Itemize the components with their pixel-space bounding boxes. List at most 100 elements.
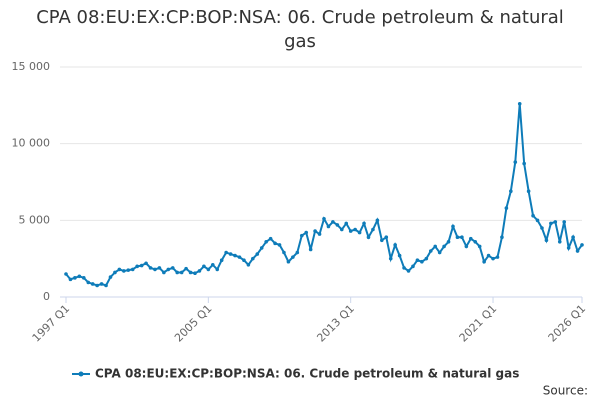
data-point <box>242 258 246 263</box>
data-point <box>215 267 220 272</box>
data-point <box>402 266 406 270</box>
data-point <box>446 240 451 244</box>
data-point <box>130 267 135 272</box>
data-point <box>535 218 540 223</box>
data-point <box>188 270 193 275</box>
data-point <box>295 250 300 255</box>
data-point <box>264 240 268 244</box>
data-point <box>482 259 486 264</box>
data-point <box>108 275 113 279</box>
legend-label: CPA 08:EU:EX:CP:BOP:NSA: 06. Crude petro… <box>95 367 519 381</box>
data-point <box>531 213 535 218</box>
y-tick-label: 0 <box>43 290 50 303</box>
data-point <box>166 267 171 272</box>
data-point <box>433 244 438 249</box>
data-point <box>557 240 562 244</box>
data-point <box>206 267 211 272</box>
data-point <box>575 249 580 253</box>
data-point <box>455 235 460 239</box>
data-point <box>473 240 478 244</box>
x-tick-label: 2026 Q1 <box>546 302 589 345</box>
data-point <box>486 253 491 258</box>
data-point <box>477 244 482 249</box>
data-point <box>509 189 513 193</box>
source: Source: <box>543 384 588 398</box>
data-point <box>224 250 228 255</box>
data-point <box>553 220 558 224</box>
data-point <box>517 102 522 106</box>
data-point <box>64 272 68 276</box>
data-point <box>246 263 251 267</box>
data-point <box>233 253 237 258</box>
data-point <box>411 264 415 269</box>
data-point <box>580 243 584 247</box>
data-point <box>544 238 549 243</box>
data-point <box>117 267 122 272</box>
data-point <box>322 217 326 221</box>
data-point <box>384 235 389 239</box>
data-point <box>104 283 108 288</box>
data-point <box>495 255 500 259</box>
data-point <box>122 269 126 273</box>
x-tick-label: 1997 Q1 <box>30 302 73 345</box>
data-point <box>353 227 357 232</box>
data-point <box>237 255 242 259</box>
data-point <box>77 274 82 279</box>
data-point <box>259 246 264 250</box>
data-point <box>144 261 148 266</box>
data-point <box>428 249 433 253</box>
data-point <box>304 230 309 235</box>
data-point <box>139 263 144 268</box>
data-point <box>273 241 277 246</box>
data-point <box>335 223 340 227</box>
data-point <box>526 189 531 193</box>
data-point <box>251 256 255 261</box>
series-line <box>65 103 583 287</box>
y-tick-label: 5 000 <box>19 213 51 226</box>
data-point <box>366 235 371 239</box>
data-point <box>348 229 353 233</box>
data-point <box>513 160 518 164</box>
data-point <box>504 206 509 210</box>
data-point <box>210 263 215 267</box>
data-point <box>286 259 291 264</box>
data-point <box>549 221 553 226</box>
data-point <box>184 266 188 271</box>
data-point <box>468 236 473 241</box>
data-point <box>113 270 117 275</box>
data-point <box>255 252 260 256</box>
data-point <box>339 227 344 232</box>
data-point <box>99 282 104 286</box>
data-point <box>460 235 464 239</box>
data-point <box>464 244 469 249</box>
data-point <box>393 243 397 247</box>
data-point <box>148 266 153 270</box>
data-point <box>268 236 273 241</box>
data-point <box>424 256 429 261</box>
data-point <box>175 270 180 275</box>
x-tick-label: 2013 Q1 <box>314 302 357 345</box>
data-point <box>170 266 175 270</box>
data-point <box>162 270 166 275</box>
data-point <box>308 247 313 252</box>
data-point <box>95 283 99 288</box>
data-point <box>90 282 95 286</box>
data-point <box>566 246 571 250</box>
data-point <box>219 258 224 263</box>
data-point <box>135 264 139 269</box>
data-point <box>153 267 157 272</box>
data-point <box>397 253 402 258</box>
data-point <box>571 235 575 239</box>
data-point <box>317 232 322 236</box>
data-point <box>406 269 411 273</box>
data-point <box>375 218 380 223</box>
data-point <box>415 258 420 263</box>
y-tick-label: 15 000 <box>12 60 51 73</box>
data-point <box>380 238 384 243</box>
y-tick-label: 10 000 <box>12 137 51 150</box>
legend-marker <box>78 371 84 377</box>
data-point <box>193 271 197 276</box>
data-point <box>157 266 162 270</box>
data-point <box>282 250 286 255</box>
